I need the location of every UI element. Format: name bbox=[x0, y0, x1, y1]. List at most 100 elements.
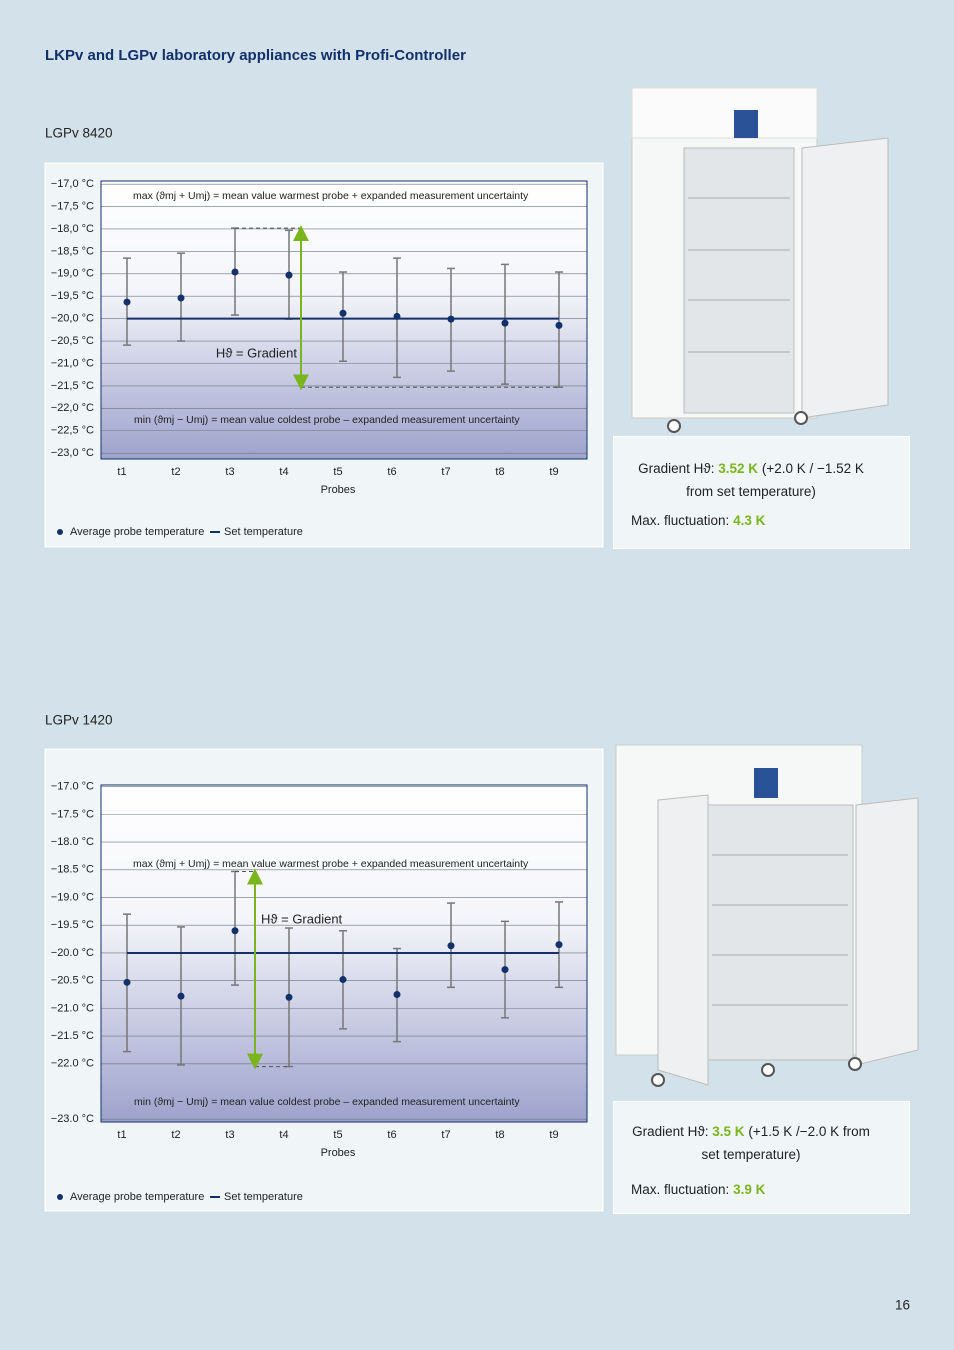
y-tick-label: −18,0 °C bbox=[51, 223, 94, 235]
probe-point bbox=[177, 294, 185, 302]
plot-frame bbox=[100, 180, 588, 460]
y-tick-label: −22,0 °C bbox=[51, 402, 94, 414]
gradient-annotation: Hϑ = Gradient bbox=[216, 345, 298, 360]
plot-area bbox=[101, 785, 587, 1122]
x-tick-label: t3 bbox=[225, 466, 234, 478]
fridge-illustration bbox=[615, 744, 919, 1087]
chart: −17.0 °C −17.5 °C −18.0 °C −18.5 °C −19.0 °C… bbox=[44, 748, 604, 1212]
x-tick-label: t2 bbox=[171, 466, 180, 478]
probe-point bbox=[555, 321, 563, 329]
y-tick-label: −23,0 °C bbox=[51, 447, 94, 459]
legend-marker bbox=[57, 529, 63, 535]
y-tick-label: −19.5 °C bbox=[51, 919, 94, 931]
x-tick-label: t6 bbox=[387, 1129, 396, 1141]
y-tick-label: −19,5 °C bbox=[51, 290, 94, 302]
fluctuation-label: Max. fluctuation: bbox=[631, 513, 730, 528]
gradient-value: 3.52 K bbox=[718, 461, 759, 476]
x-tick-label: t7 bbox=[441, 466, 450, 478]
x-tick-label: t7 bbox=[441, 1129, 450, 1141]
legend-label: Set temperature bbox=[224, 526, 303, 538]
y-tick-label: −23.0 °C bbox=[51, 1113, 94, 1125]
probe-point bbox=[231, 927, 239, 935]
probe-point bbox=[447, 942, 455, 950]
info-box bbox=[613, 436, 910, 549]
page-number: 16 bbox=[895, 1298, 910, 1313]
x-axis-label: Probes bbox=[321, 484, 356, 496]
y-tick-label: −21,5 °C bbox=[51, 380, 94, 392]
x-tick-label: t4 bbox=[279, 1129, 288, 1141]
probe-point bbox=[393, 991, 401, 999]
x-tick-label: t8 bbox=[495, 466, 504, 478]
fluctuation-label: Max. fluctuation: bbox=[631, 1182, 730, 1197]
max-annotation: max (ϑmj + Umj) = mean value warmest pro… bbox=[133, 858, 529, 870]
max-annotation: max (ϑmj + Umj) = mean value warmest pro… bbox=[133, 190, 529, 202]
plot-area bbox=[101, 181, 587, 459]
y-tick-label: −20.0 °C bbox=[51, 947, 94, 959]
model-label: LGPv 8420 bbox=[45, 126, 113, 141]
chart-panel bbox=[44, 162, 604, 548]
x-tick-label: t9 bbox=[549, 466, 558, 478]
fluctuation-value: 4.3 K bbox=[733, 513, 766, 528]
y-tick-label: −22,5 °C bbox=[51, 425, 94, 437]
probe-point bbox=[447, 315, 455, 323]
y-tick-label: −17.5 °C bbox=[51, 808, 94, 820]
probe-point bbox=[393, 312, 401, 320]
y-tick-label: −17.0 °C bbox=[51, 781, 94, 793]
y-tick-label: −21.5 °C bbox=[51, 1030, 94, 1042]
probe-point bbox=[339, 976, 347, 984]
x-tick-label: t8 bbox=[495, 1129, 504, 1141]
probe-point bbox=[177, 992, 185, 1000]
probe-point bbox=[285, 271, 293, 279]
fluctuation-info: Max. fluctuation: 4.3 K bbox=[631, 513, 765, 528]
chart: −17,0 °C −17,5 °C −18,0 °C −18,5 °C −19,0 °C… bbox=[44, 162, 604, 548]
x-tick-label: t1 bbox=[117, 1129, 126, 1141]
min-annotation: min (ϑmj − Umj) = mean value coldest pro… bbox=[134, 1096, 520, 1108]
y-tick-label: −21,0 °C bbox=[51, 357, 94, 369]
gradient-label: Gradient Hϑ: bbox=[638, 461, 715, 476]
y-tick-label: −18.0 °C bbox=[51, 836, 94, 848]
x-tick-label: t9 bbox=[549, 1129, 558, 1141]
x-tick-label: t1 bbox=[117, 466, 126, 478]
probe-point bbox=[501, 319, 509, 327]
fluctuation-info: Max. fluctuation: 3.9 K bbox=[631, 1182, 765, 1197]
plot-frame bbox=[100, 784, 588, 1123]
page-title: LKPv and LGPv laboratory appliances with… bbox=[45, 47, 466, 64]
x-tick-label: t4 bbox=[279, 466, 288, 478]
fluctuation-value: 3.9 K bbox=[733, 1182, 766, 1197]
probe-point bbox=[123, 978, 131, 986]
probe-point bbox=[339, 309, 347, 317]
gradient-info: Gradient Hϑ: 3.5 K (+1.5 K /−2.0 K from … bbox=[626, 1120, 876, 1166]
y-tick-label: −19,0 °C bbox=[51, 268, 94, 280]
probe-point bbox=[231, 268, 239, 276]
y-tick-label: −17,5 °C bbox=[51, 200, 94, 212]
legend-label: Average probe temperature bbox=[70, 526, 204, 538]
y-tick-label: −20,5 °C bbox=[51, 335, 94, 347]
gradient-note: (+1.5 K /−2.0 K from set temperature) bbox=[701, 1124, 870, 1162]
legend-label: Set temperature bbox=[224, 1191, 303, 1203]
y-tick-label: −22.0 °C bbox=[51, 1058, 94, 1070]
gradient-value: 3.5 K bbox=[712, 1124, 745, 1139]
gradient-annotation: Hϑ = Gradient bbox=[261, 911, 343, 926]
gradient-note: (+2.0 K / −1.52 K from set temperature) bbox=[686, 461, 864, 499]
probe-point bbox=[285, 993, 293, 1001]
min-annotation: min (ϑmj − Umj) = mean value coldest pro… bbox=[134, 414, 520, 426]
legend-label: Average probe temperature bbox=[70, 1191, 204, 1203]
y-tick-label: −21.0 °C bbox=[51, 1002, 94, 1014]
x-tick-label: t5 bbox=[333, 466, 342, 478]
info-box bbox=[613, 1101, 910, 1214]
gradient-info: Gradient Hϑ: 3.52 K (+2.0 K / −1.52 K fr… bbox=[626, 457, 876, 503]
x-tick-label: t3 bbox=[225, 1129, 234, 1141]
legend-marker bbox=[57, 1194, 63, 1200]
probe-point bbox=[123, 298, 131, 306]
model-label: LGPv 1420 bbox=[45, 713, 113, 728]
y-tick-label: −18.5 °C bbox=[51, 864, 94, 876]
y-tick-label: −19.0 °C bbox=[51, 891, 94, 903]
chart-panel bbox=[44, 748, 604, 1212]
x-axis-label: Probes bbox=[321, 1147, 356, 1159]
y-tick-label: −17,0 °C bbox=[51, 178, 94, 190]
y-tick-label: −18,5 °C bbox=[51, 245, 94, 257]
x-tick-label: t5 bbox=[333, 1129, 342, 1141]
x-tick-label: t6 bbox=[387, 466, 396, 478]
gradient-label: Gradient Hϑ: bbox=[632, 1124, 709, 1139]
x-tick-label: t2 bbox=[171, 1129, 180, 1141]
